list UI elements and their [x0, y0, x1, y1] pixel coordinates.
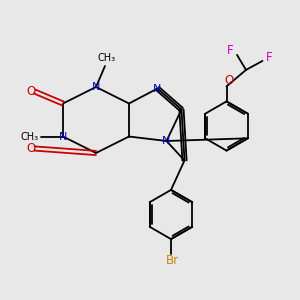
Text: N: N: [92, 82, 100, 92]
Text: F: F: [266, 51, 272, 64]
Text: N: N: [162, 136, 171, 146]
Text: O: O: [225, 74, 234, 88]
Text: CH₃: CH₃: [98, 53, 116, 64]
Text: Br: Br: [166, 254, 179, 267]
Text: N: N: [59, 131, 67, 142]
Text: CH₃: CH₃: [21, 131, 39, 142]
Text: O: O: [26, 85, 35, 98]
Text: F: F: [227, 44, 234, 57]
Text: N: N: [153, 83, 162, 94]
Text: O: O: [26, 142, 35, 155]
